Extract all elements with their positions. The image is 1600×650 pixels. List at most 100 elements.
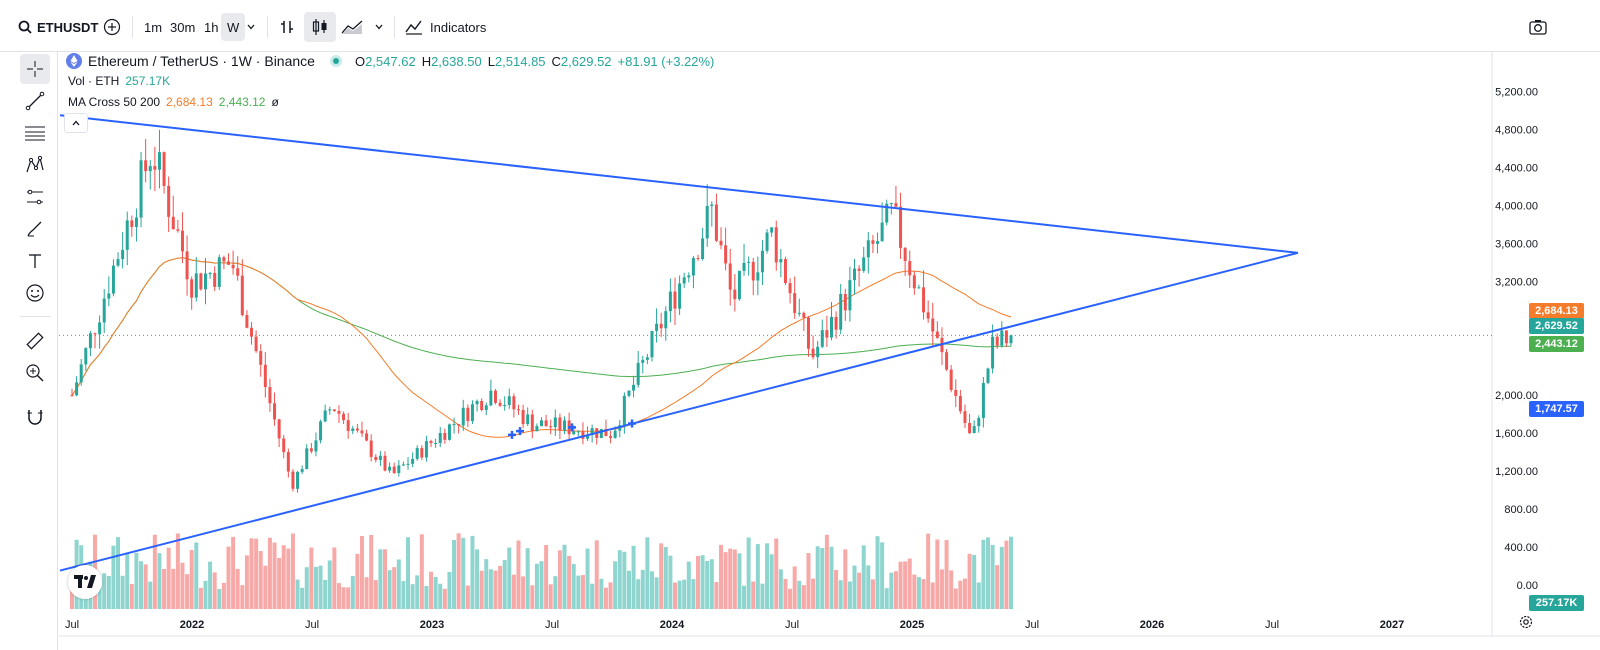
volume-bar-down (359, 536, 364, 609)
volume-bar-down (732, 549, 737, 609)
volume-bar-down (921, 579, 926, 609)
candle-up (121, 249, 125, 260)
candle-down (903, 247, 907, 262)
high-value: 2,638.50 (431, 53, 482, 69)
candle-down (659, 323, 663, 329)
candle-up (599, 428, 603, 438)
candle-up (84, 348, 88, 365)
volume-value: 257.17K (125, 74, 171, 88)
volume-bar-up (433, 576, 438, 609)
candle-up (148, 166, 152, 172)
candle-up (655, 323, 659, 331)
volume-bar-up (626, 570, 631, 609)
search-icon (18, 20, 32, 34)
volume-bar-up (461, 537, 466, 609)
fib-tool[interactable] (20, 118, 50, 148)
volume-bar-up (737, 553, 742, 609)
candle-down (420, 448, 424, 458)
chart-type-dropdown[interactable] (374, 13, 384, 41)
volume-bar-up (525, 548, 530, 609)
settings-button[interactable] (1518, 614, 1534, 635)
text-tool[interactable] (20, 246, 50, 276)
candle-down (949, 369, 953, 390)
screenshot-button[interactable] (1528, 13, 1548, 41)
volume-bar-down (175, 533, 180, 609)
camera-icon (1529, 20, 1547, 35)
projection-tool[interactable] (20, 182, 50, 212)
volume-bar-up (475, 549, 480, 609)
tradingview-logo-icon[interactable] (68, 565, 102, 599)
volume-bar-up (217, 588, 222, 609)
volume-bar-up (663, 546, 668, 609)
candle-up (102, 298, 106, 323)
volume-bar-up (120, 575, 125, 609)
volume-bar-down (530, 585, 535, 609)
volume-bar-up (139, 561, 144, 609)
crosshair-tool[interactable] (20, 54, 50, 84)
interval-1m[interactable]: 1m (138, 13, 168, 41)
candle-down (480, 401, 484, 411)
ohlc-close: C2,629.52 (552, 54, 612, 69)
volume-legend: Vol · ETH 257.17K (68, 74, 170, 88)
candle-down (719, 240, 723, 246)
area-chart-icon (341, 20, 363, 34)
candlestick-icon (312, 19, 327, 35)
volume-bar-up (838, 580, 843, 609)
volume-bar-up (410, 584, 415, 609)
interval-1h[interactable]: 1h (198, 13, 224, 41)
candle-up (747, 261, 751, 263)
interval-w[interactable]: W (221, 13, 246, 41)
volume-bar-down (152, 534, 157, 609)
collapse-legend-button[interactable] (64, 113, 88, 133)
price-label-trendline: 1,747.57 (1529, 401, 1584, 417)
candle-up (296, 471, 300, 489)
volume-bar-down (751, 581, 756, 609)
price-label-volume: 257.17K (1529, 595, 1584, 611)
bar-replay-button[interactable] (278, 13, 296, 41)
indicators-label: Indicators (430, 19, 487, 35)
candle-up (98, 322, 102, 335)
volume-bar-up (797, 580, 802, 609)
candle-down (286, 452, 290, 472)
high-label: H (421, 53, 432, 69)
zoom-tool[interactable] (20, 358, 50, 388)
volume-bar-up (102, 573, 107, 609)
interval-dropdown[interactable] (246, 13, 256, 41)
ma-cross-label: MA Cross 50 200 (68, 95, 161, 109)
compare-button[interactable] (103, 13, 121, 41)
pattern-tool[interactable] (20, 150, 50, 180)
candle-up (632, 384, 636, 391)
indicators-button[interactable]: Indicators (404, 13, 486, 41)
candle-up (668, 291, 672, 312)
candle-down (332, 409, 336, 412)
candle-up (75, 382, 79, 396)
brush-tool[interactable] (20, 214, 50, 244)
volume-bar-down (774, 538, 779, 609)
volume-bar-up (111, 545, 116, 609)
magnet-tool[interactable] (20, 402, 50, 432)
symbol-search[interactable]: ETHUSDT (18, 13, 98, 41)
area-style-button[interactable] (340, 13, 364, 41)
magnet-icon (27, 410, 43, 425)
volume-bar-up (861, 545, 866, 609)
volume-bar-up (682, 579, 687, 609)
volume-bar-up (654, 577, 659, 609)
volume-bar-down (277, 557, 282, 609)
symbol-legend: Ethereum / TetherUS · 1W · Binance O2,54… (66, 53, 714, 69)
candle-down (728, 263, 732, 290)
volume-bar-down (419, 534, 424, 609)
interval-30m[interactable]: 30m (164, 13, 201, 41)
volume-bar-down (811, 578, 816, 609)
candle-up (415, 448, 419, 459)
candle-up (305, 448, 309, 470)
price-chart[interactable]: 5,200.00 4,800.00 4,400.00 4,000.00 3,600.00… (59, 52, 1600, 650)
candle-down (995, 336, 999, 346)
emoji-tool[interactable] (20, 278, 50, 308)
candle-up (388, 466, 392, 471)
trend-line-tool[interactable] (20, 86, 50, 116)
ma-cross-marker (568, 423, 576, 432)
measure-tool[interactable] (20, 326, 50, 356)
candles-style-button[interactable] (304, 12, 336, 42)
candle-down (894, 203, 898, 207)
candle-down (167, 185, 171, 217)
